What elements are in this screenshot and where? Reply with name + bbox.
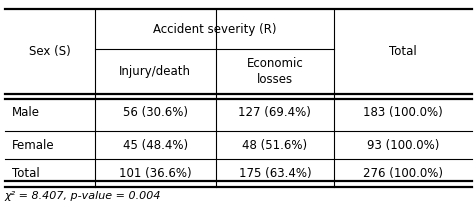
Text: 48 (51.6%): 48 (51.6%) [242, 139, 308, 151]
Text: Injury/death: Injury/death [119, 65, 191, 78]
Text: Male: Male [12, 106, 40, 119]
Text: Total: Total [12, 166, 40, 180]
Text: 93 (100.0%): 93 (100.0%) [367, 139, 439, 151]
Text: 56 (30.6%): 56 (30.6%) [123, 106, 188, 119]
Text: 45 (48.4%): 45 (48.4%) [123, 139, 188, 151]
Text: 276 (100.0%): 276 (100.0%) [363, 166, 443, 180]
Text: 101 (36.6%): 101 (36.6%) [119, 166, 191, 180]
Text: Total: Total [389, 45, 417, 58]
Text: 183 (100.0%): 183 (100.0%) [363, 106, 443, 119]
Text: Female: Female [12, 139, 55, 151]
Text: Sex (S): Sex (S) [29, 45, 71, 58]
Text: 175 (63.4%): 175 (63.4%) [238, 166, 311, 180]
Text: Accident severity (R): Accident severity (R) [153, 23, 276, 35]
Text: Economic
losses: Economic losses [246, 57, 303, 86]
Text: 127 (69.4%): 127 (69.4%) [238, 106, 311, 119]
Text: χ² = 8.407, p-value = 0.004: χ² = 8.407, p-value = 0.004 [5, 191, 161, 201]
